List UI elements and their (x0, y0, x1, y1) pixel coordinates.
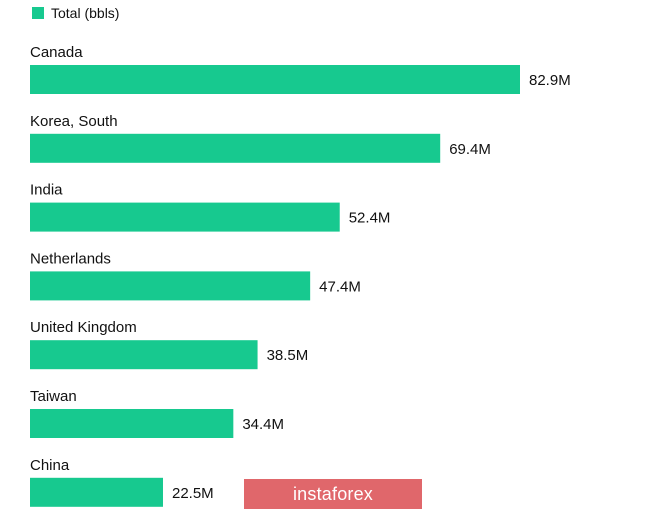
value-label-canada: 82.9M (529, 72, 571, 89)
legend-swatch (32, 7, 44, 19)
bar-canada (30, 65, 520, 94)
value-label-india: 52.4M (349, 210, 391, 227)
value-label-china: 22.5M (172, 485, 214, 502)
bar-netherlands (30, 271, 311, 301)
instaforex-watermark: instaforex (244, 479, 422, 509)
value-label-united-kingdom: 38.5M (267, 347, 309, 364)
value-label-korea-south: 69.4M (449, 141, 491, 158)
category-label-canada: Canada (30, 44, 83, 61)
category-label-taiwan: Taiwan (30, 388, 77, 405)
category-label-china: China (30, 457, 70, 474)
category-label-netherlands: Netherlands (30, 250, 111, 267)
value-label-netherlands: 47.4M (319, 278, 361, 295)
category-label-united-kingdom: United Kingdom (30, 319, 137, 336)
bar-india (30, 202, 340, 232)
bar-taiwan (30, 409, 234, 438)
bar-china (30, 477, 163, 507)
category-label-india: India (30, 182, 63, 199)
legend: Total (bbls) (32, 5, 119, 21)
category-label-korea-south: Korea, South (30, 113, 118, 130)
bar-korea-south (30, 133, 441, 163)
bar-united-kingdom (30, 340, 258, 370)
legend-label: Total (bbls) (51, 5, 120, 21)
value-label-taiwan: 34.4M (242, 416, 284, 433)
